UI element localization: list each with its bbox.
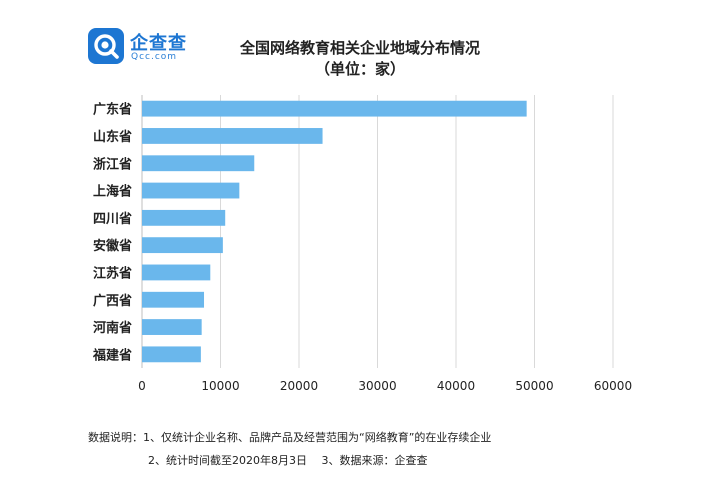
category-label: 河南省	[93, 320, 132, 336]
bar	[142, 155, 255, 172]
bar	[142, 291, 205, 308]
category-label: 四川省	[93, 211, 132, 227]
bar	[142, 237, 223, 254]
category-label: 江苏省	[93, 265, 132, 281]
category-label: 上海省	[93, 184, 132, 200]
x-tick-label: 10000	[201, 379, 239, 393]
category-label: 广东省	[93, 102, 132, 118]
bar	[142, 100, 527, 117]
category-label: 山东省	[93, 129, 132, 145]
bar	[142, 128, 323, 144]
brand-logo: 企查查 Qcc.com	[88, 28, 198, 68]
x-tick-label: 30000	[358, 379, 396, 393]
x-tick-label: 60000	[594, 379, 632, 393]
bar	[142, 182, 240, 199]
bar	[142, 264, 211, 281]
bar	[142, 346, 201, 363]
bar	[142, 319, 202, 335]
x-tick-label: 20000	[280, 379, 318, 393]
note-line-1: 数据说明：1、仅统计企业名称、品牌产品及经营范围为“网络教育”的在业存续企业	[88, 431, 492, 444]
qcc-logo-icon	[88, 28, 124, 64]
category-label: 安徽省	[93, 238, 132, 254]
x-tick-label: 50000	[515, 379, 553, 393]
category-label: 广西省	[93, 293, 132, 309]
category-label: 浙江省	[93, 156, 132, 172]
chart-header: 全国网络教育相关企业地域分布情况 （单位：家）	[180, 38, 540, 80]
logo-name: 企查查	[130, 33, 187, 54]
data-notes: 数据说明：1、仅统计企业名称、品牌产品及经营范围为“网络教育”的在业存续企业 2…	[88, 426, 491, 472]
category-label: 福建省	[92, 347, 132, 363]
bar-chart: 0 10000 20000 30000 40000 50000 60000 广东省山东省浙江省…	[92, 95, 632, 393]
logo-domain: Qcc.com	[131, 52, 178, 62]
bar	[142, 209, 226, 226]
x-tick-label: 40000	[437, 379, 475, 393]
x-tick-label: 0	[138, 379, 146, 393]
chart-title: 全国网络教育相关企业地域分布情况	[239, 39, 480, 57]
note-line-2: 2、统计时间截至2020年8月3日 3、数据来源：企查查	[148, 454, 428, 467]
chart-subtitle: （单位：家）	[314, 60, 405, 78]
